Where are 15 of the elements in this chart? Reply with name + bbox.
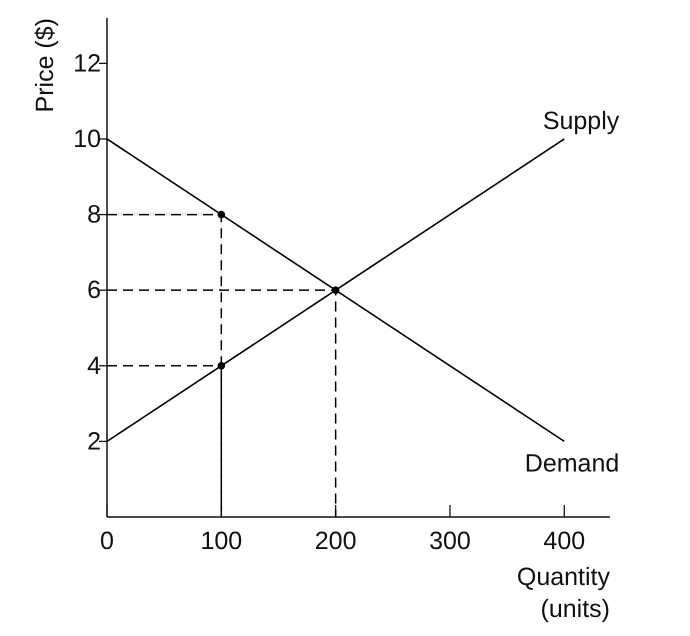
y-tick-label: 6 bbox=[87, 276, 101, 304]
y-axis-title: Price ($) bbox=[31, 18, 59, 112]
x-tick-label: 0 bbox=[100, 527, 114, 555]
y-tick-label: 12 bbox=[73, 49, 101, 78]
x-axis-title: Quantity (units) bbox=[516, 563, 610, 623]
y-tick-label: 2 bbox=[87, 427, 101, 456]
y-tick-label: 4 bbox=[87, 352, 102, 380]
series-label: Supply bbox=[542, 106, 620, 135]
x-tick-label: 400 bbox=[543, 527, 586, 555]
y-tick-label: 10 bbox=[73, 124, 101, 153]
series-label: Demand bbox=[524, 449, 620, 478]
x-tick-label: 300 bbox=[429, 527, 471, 555]
x-tick-label: 100 bbox=[200, 527, 242, 555]
y-tick-label: 8 bbox=[87, 200, 101, 229]
x-tick-label: 200 bbox=[314, 527, 356, 555]
